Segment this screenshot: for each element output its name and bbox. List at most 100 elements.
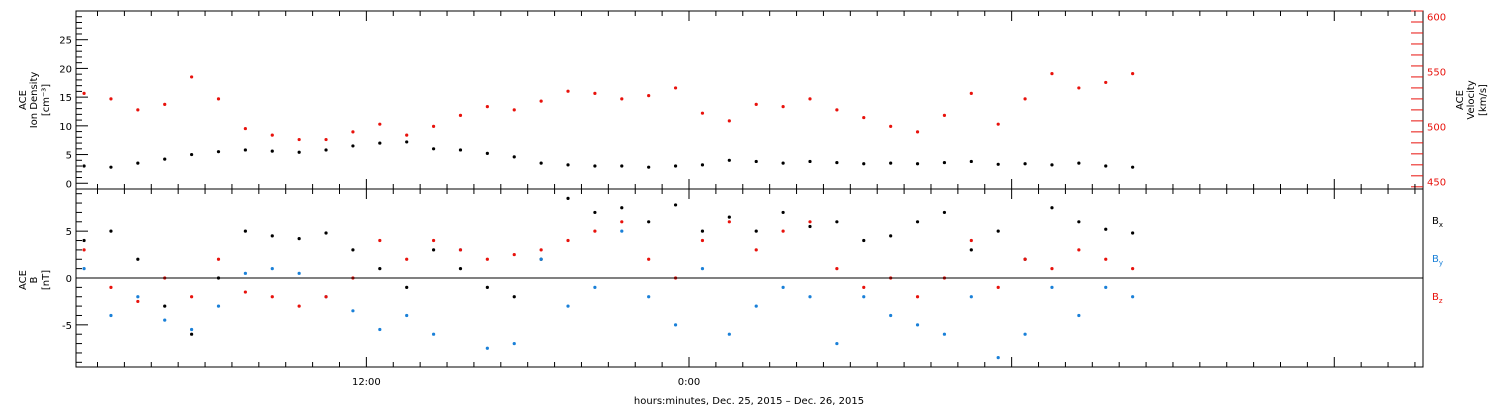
top-point-s0-11: [378, 141, 382, 145]
top-point-s0-4: [190, 152, 194, 157]
left-tick-label-1: 5: [66, 151, 72, 162]
velocity-ylabel-line2: Velocity: [1466, 80, 1477, 119]
top-point-s1-14: [458, 113, 463, 117]
top-point-s1-31: [915, 130, 920, 134]
top-point-s1-0: [82, 91, 86, 96]
legend-bz-name: B: [1432, 292, 1439, 303]
bottom-point-s1-25: [754, 304, 758, 308]
bottom-point-s2-27: [808, 220, 812, 224]
bottom-point-s2-11: [378, 238, 382, 243]
top-point-s1-10: [351, 130, 355, 134]
bottom-point-s1-8: [297, 271, 301, 275]
left-tick-label-5: 25: [59, 36, 72, 47]
bottom-point-s2-2: [136, 299, 140, 304]
bottom-point-s1-24: [727, 332, 731, 336]
top-point-s1-27: [808, 97, 812, 101]
left-tick-label-0: 0: [66, 179, 72, 190]
bottom-point-s0-27: [808, 224, 812, 229]
top-point-s1-2: [136, 108, 140, 112]
bottom-point-s2-14: [458, 248, 463, 252]
top-point-s0-13: [431, 147, 436, 151]
top-point-s1-22: [673, 86, 678, 90]
bottom-point-s1-5: [216, 304, 221, 308]
top-point-s0-14: [458, 148, 463, 152]
bottom-point-s1-34: [996, 356, 1000, 360]
bottom-point-s2-15: [485, 257, 489, 261]
top-point-s1-38: [1104, 80, 1108, 85]
bottom-point-s2-13: [431, 238, 436, 243]
top-point-s0-19: [593, 164, 597, 168]
bottom-point-s1-21: [647, 295, 651, 299]
bottom-point-s1-35: [1023, 332, 1027, 336]
bottom-point-s2-35: [1023, 257, 1027, 261]
bottom-point-s1-20: [620, 229, 624, 233]
legend-bx: Bx: [1432, 216, 1443, 229]
bottom-point-s1-19: [593, 285, 597, 289]
b-tick-label-2: 5: [66, 227, 72, 238]
left-tick-label-2: 10: [59, 122, 72, 133]
bottom-point-s0-39: [1131, 231, 1135, 235]
velocity-ylabel-line3: [km/s]: [1478, 84, 1489, 116]
top-point-s1-28: [835, 108, 839, 112]
bottom-point-s1-38: [1104, 285, 1108, 289]
right-tick-label-0: 450: [1427, 177, 1446, 188]
bottom-point-s1-29: [862, 295, 866, 299]
top-point-s0-12: [405, 140, 409, 144]
top-point-s0-26: [781, 161, 785, 165]
bottom-point-s0-24: [727, 215, 731, 219]
bottom-point-s1-33: [969, 295, 973, 299]
bottom-point-s2-1: [109, 285, 113, 289]
top-point-s0-2: [136, 161, 140, 165]
bottom-point-s0-14: [458, 267, 463, 271]
bottom-point-s2-7: [270, 295, 274, 299]
bottom-point-s2-6: [243, 290, 247, 294]
ion-density-ylabel-line1: ACE: [18, 90, 29, 110]
top-point-s1-23: [700, 111, 705, 115]
top-point-s0-3: [163, 157, 167, 161]
bottom-point-s0-22: [673, 203, 678, 207]
top-point-s0-10: [351, 144, 355, 148]
bottom-point-s2-4: [190, 295, 194, 299]
bottom-point-s0-7: [270, 234, 274, 238]
bottom-point-s2-5: [216, 257, 221, 261]
bottom-point-s2-34: [996, 285, 1000, 289]
top-point-s1-33: [969, 91, 973, 96]
legend-bz-sub: z: [1439, 297, 1443, 305]
bottom-point-s0-3: [163, 304, 167, 308]
top-point-s0-5: [216, 150, 221, 154]
right-tick-label-2: 550: [1427, 67, 1446, 78]
top-point-s1-36: [1050, 72, 1054, 76]
bottom-point-s2-38: [1104, 257, 1108, 261]
top-point-s1-4: [190, 75, 194, 79]
bottom-point-s2-26: [781, 229, 785, 233]
top-point-s1-21: [647, 94, 651, 98]
bottom-point-s0-29: [862, 238, 866, 243]
top-point-s0-21: [647, 165, 651, 169]
top-point-s0-22: [673, 164, 678, 168]
bottom-point-s1-6: [243, 271, 247, 275]
top-point-s0-33: [969, 159, 973, 164]
top-point-s0-38: [1104, 164, 1108, 168]
bottom-point-s1-23: [700, 267, 705, 271]
top-point-s0-6: [243, 148, 247, 152]
bottom-point-s0-31: [915, 220, 920, 224]
top-point-s1-30: [889, 124, 893, 128]
bottom-point-s1-1: [109, 313, 113, 318]
bottom-point-s0-12: [405, 285, 409, 289]
top-point-s0-0: [82, 164, 86, 168]
bottom-point-s2-37: [1077, 248, 1081, 252]
top-point-s1-24: [727, 119, 731, 123]
top-point-s1-8: [297, 137, 301, 142]
top-point-s0-36: [1050, 163, 1054, 167]
bottom-point-s0-1: [109, 229, 113, 233]
bottom-point-s0-11: [378, 267, 382, 271]
bottom-point-s2-12: [405, 257, 409, 261]
bottom-point-s1-39: [1131, 295, 1135, 299]
bottom-point-s0-10: [351, 248, 355, 252]
bottom-point-s2-28: [835, 267, 839, 271]
ion-density-ylabel-line2: Ion Density: [29, 72, 40, 129]
legend: Bx By Bz: [1432, 216, 1443, 305]
bottom-point-s2-19: [593, 229, 597, 233]
right-tick-label-1: 500: [1427, 122, 1446, 133]
